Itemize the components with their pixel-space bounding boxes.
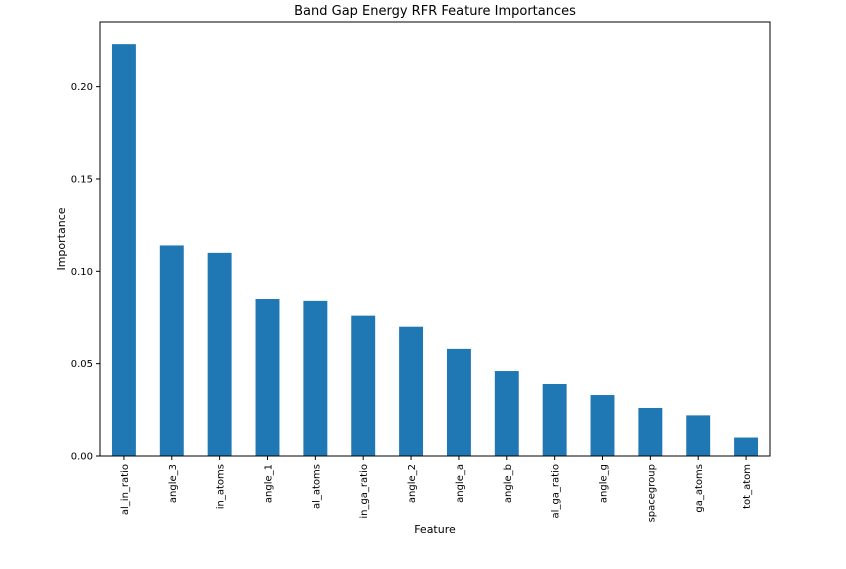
x-tick-label: al_in_ratio: [120, 464, 131, 515]
x-tick-label: al_atoms: [311, 464, 322, 509]
x-tick-label: angle_g: [599, 464, 610, 503]
y-tick-label: 0.20: [71, 82, 93, 93]
x-tick-label: angle_2: [407, 464, 418, 503]
bar-tot-atom: [734, 437, 759, 456]
bar-spacegroup: [638, 407, 663, 456]
bars-group: [111, 44, 759, 456]
bar-al-in-ratio: [111, 44, 136, 456]
x-tick-label: ga_atoms: [694, 464, 705, 513]
y-axis-label: Importance: [55, 207, 68, 270]
x-tick-label: angle_a: [455, 464, 466, 503]
bar-al-ga-ratio: [542, 383, 567, 456]
x-tick-label: in_atoms: [216, 464, 227, 509]
bar-in-ga-ratio: [351, 315, 376, 456]
y-tick-label: 0.15: [71, 174, 93, 185]
x-tick-label: angle_b: [503, 464, 514, 503]
chart-title: Band Gap Energy RFR Feature Importances: [294, 4, 576, 19]
plot-frame: [99, 21, 771, 457]
bar-angle-2: [399, 326, 424, 456]
x-axis: al_in_ratio angle_3 in_atoms angle_1 al_atom…: [120, 456, 753, 522]
x-tick-label: spacegroup: [646, 464, 657, 522]
x-tick-label: angle_3: [168, 464, 179, 503]
bar-ga-atoms: [686, 415, 711, 456]
x-tick-label: tot_atom: [742, 464, 753, 509]
y-tick-label: 0.05: [71, 359, 93, 370]
y-tick-label: 0.10: [71, 267, 93, 278]
bar-angle-a: [446, 348, 471, 456]
y-axis: 0.00 0.05 0.10 0.15 0.20: [71, 82, 100, 463]
x-tick-label: in_ga_ratio: [359, 464, 370, 519]
bar-in-atoms: [207, 252, 232, 456]
x-tick-label: angle_1: [264, 464, 275, 503]
x-axis-label: Feature: [414, 523, 456, 536]
y-tick-label: 0.00: [71, 452, 93, 463]
x-tick-label: al_ga_ratio: [551, 464, 562, 518]
bar-angle-b: [494, 371, 519, 456]
bar-angle-g: [590, 395, 615, 456]
bar-angle-1: [255, 299, 280, 456]
bar-al-atoms: [303, 300, 328, 456]
bar-angle-3: [159, 245, 184, 456]
